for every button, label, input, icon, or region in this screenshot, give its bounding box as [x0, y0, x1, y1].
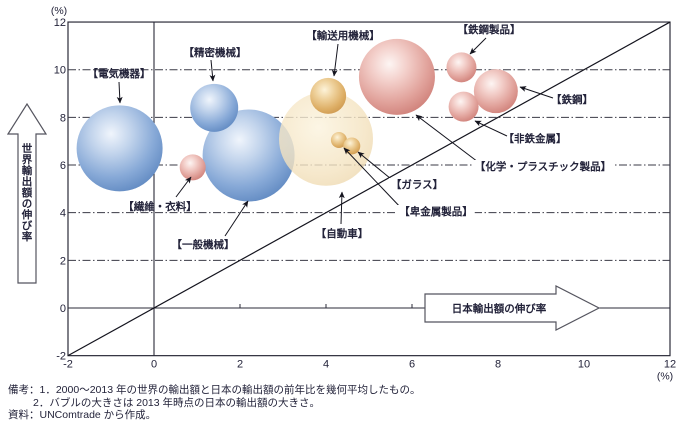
bubble-化学・プラスチック製品 — [358, 38, 435, 115]
bubble-精密機械 — [190, 83, 239, 132]
bubble-非鉄金属 — [448, 91, 479, 122]
bubble-鉄鋼製品 — [446, 52, 477, 83]
annotation-arrow-鉄鋼 — [519, 86, 554, 99]
annotation-arrow-一般機械 — [224, 200, 249, 237]
japan-export-growth-arrow — [424, 285, 601, 331]
annotation-arrow-化学・プラスチック製品 — [415, 114, 483, 166]
annotation-arrow-精密機械 — [209, 59, 216, 82]
note-line-3: 資料：UNComtrade から作成。 — [8, 409, 157, 421]
annotation-arrow-ガラス — [357, 151, 397, 184]
diagonal-reference-line — [67, 21, 671, 357]
bubble-一般機械 — [202, 109, 295, 202]
bubble-鉄鋼 — [473, 69, 518, 114]
annotation-arrow-繊維・衣料 — [175, 176, 192, 198]
annotation-label-鉄鋼: 【鉄鋼】 — [551, 93, 593, 106]
note-line-2: 2．バブルの大きさは 2013 年時点の日本の輸出額の大きさ。 — [33, 396, 321, 409]
bubble-layer — [76, 38, 518, 202]
annotation-layer: 【電気機器】 【精密機械】 【輸送用機械】 【鉄鋼製品】【鉄鋼】【非鉄金属】【化学・プ… — [88, 23, 614, 251]
x-axis-unit: (%) — [657, 371, 673, 383]
annotation-label-一般機械: 【一般機械】 — [172, 238, 235, 251]
y-tick-label-2: 2 — [60, 255, 66, 267]
annotation-arrow-輸送用機械 — [331, 43, 339, 77]
y-axis-unit: (%) — [51, 5, 67, 17]
annotation-label-ガラス: 【ガラス】 — [391, 178, 443, 191]
x-tick-label-2: 2 — [237, 359, 243, 371]
y-tick-label-12: 12 — [54, 17, 66, 29]
y-tick-label-4: 4 — [60, 208, 66, 220]
x-tick-label-8: 8 — [495, 359, 501, 371]
y-tick-label-6: 6 — [60, 160, 66, 172]
annotation-label-自動車: 【自動車】 — [316, 227, 369, 240]
annotation-label-輸送用機械: 【輸送用機械】 — [306, 29, 380, 42]
grid-layer — [67, 21, 671, 357]
y-tick-label-8: 8 — [60, 112, 66, 124]
annotation-arrow-自動車 — [338, 191, 345, 225]
annotation-label-卑金属製品: 【卑金属製品】 — [399, 205, 473, 218]
bubble-輸送用機械 — [310, 77, 347, 114]
annotation-arrow-電気機器 — [116, 81, 123, 104]
annotation-label-bg — [472, 160, 614, 173]
annotation-arrow-卑金属製品 — [343, 147, 404, 211]
bubble-ガラス — [343, 137, 361, 155]
y-tick-label-10: 10 — [54, 65, 66, 77]
japan-export-growth-arrow-label: 日本輸出額の伸び率 — [452, 302, 547, 315]
footnotes: 備考：1．2000〜2013 年の世界の輸出額と日本の輸出額の前年比を幾何平均し… — [8, 384, 420, 422]
x-tick-label-12: 12 — [664, 359, 676, 371]
annotation-label-非鉄金属: 【非鉄金属】 — [504, 132, 567, 145]
x-tick-label-6: 6 — [409, 359, 415, 371]
world-export-growth-arrow-label: 世界輸出額の伸び率 — [21, 142, 33, 243]
x-tick-label-0: 0 — [151, 359, 157, 371]
bubble-自動車 — [279, 91, 373, 186]
bubble-電気機器 — [76, 105, 163, 192]
annotation-label-bg — [397, 205, 475, 218]
x-tick-label--2: -2 — [63, 359, 73, 371]
y-tick-label-0: 0 — [60, 303, 66, 315]
y-tick-label--2: -2 — [56, 351, 66, 363]
annotation-label-鉄鋼製品: 【鉄鋼製品】 — [458, 23, 521, 36]
note-line-1: 備考：1．2000〜2013 年の世界の輸出額と日本の輸出額の前年比を幾何平均し… — [8, 384, 421, 396]
plot-border — [67, 21, 671, 357]
annotation-label-bg — [388, 178, 446, 191]
annotation-label-精密機械: 【精密機械】 — [184, 46, 247, 59]
annotation-label-電気機器: 【電気機器】 — [88, 67, 151, 80]
annotation-arrow-鉄鋼製品 — [469, 37, 487, 55]
bubble-繊維・衣料 — [179, 154, 206, 181]
annotation-label-化学・プラスチック製品: 【化学・プラスチック製品】 — [475, 160, 611, 173]
x-tick-label-10: 10 — [578, 359, 590, 371]
chart-canvas: 【電気機器】 【精密機械】 【輸送用機械】 【鉄鋼製品】【鉄鋼】【非鉄金属】【化学・プ… — [6, 5, 676, 383]
annotation-arrow-非鉄金属 — [474, 120, 508, 137]
annotation-label-繊維・衣料: 【繊維・衣料】 — [123, 200, 197, 213]
x-tick-label-4: 4 — [323, 359, 329, 371]
world-export-growth-arrow — [6, 102, 48, 284]
bubble-卑金属製品 — [330, 131, 347, 148]
